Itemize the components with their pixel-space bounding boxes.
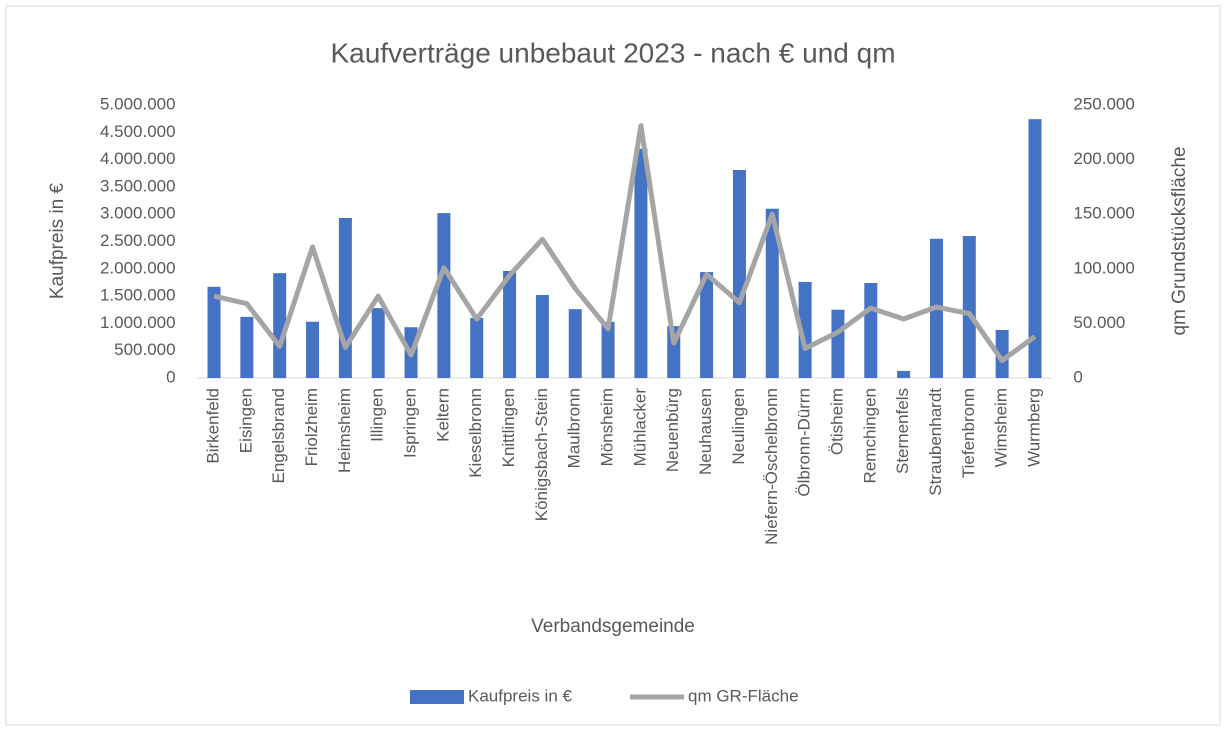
x-tick-label: Wimsheim	[992, 388, 1011, 467]
x-tick-label: Königsbach-Stein	[532, 388, 551, 521]
x-axis-title: Verbandsgemeinde	[531, 616, 695, 637]
legend-swatch	[410, 690, 464, 704]
bar	[798, 281, 812, 378]
y2-axis-title: qm Grundstücksfläche	[1169, 146, 1190, 335]
y-tick-label: 1.500.000	[100, 286, 176, 305]
x-tick-label: Neuhausen	[696, 388, 715, 475]
y-tick-label: 5.000.000	[100, 94, 176, 113]
y-tick-label: 0	[166, 367, 175, 386]
bar	[995, 329, 1009, 378]
bar	[601, 321, 615, 378]
chart-title: Kaufverträge unbebaut 2023 - nach € und …	[330, 37, 895, 68]
line-series	[213, 123, 1037, 364]
x-tick-label: Mönsheim	[598, 388, 617, 466]
bar	[732, 169, 746, 378]
x-tick-label: Mühlacker	[630, 388, 649, 467]
x-tick-label: Maulbronn	[565, 388, 584, 468]
y-axis-title: Kaufpreis in €	[47, 182, 68, 299]
bar	[535, 295, 549, 378]
y2-tick-label: 250.000	[1073, 94, 1134, 113]
bar	[306, 321, 320, 378]
x-tick-label: Neulingen	[729, 388, 748, 465]
x-tick-label: Remchingen	[860, 388, 879, 483]
x-tick-label: Ötisheim	[827, 388, 846, 455]
y-tick-label: 500.000	[114, 340, 175, 359]
bar	[897, 370, 911, 378]
bar	[568, 309, 582, 378]
bar	[338, 218, 352, 378]
x-tick-label: Neuenbürg	[663, 388, 682, 472]
y2-tick-label: 100.000	[1073, 258, 1134, 277]
x-tick-label: Sternenfels	[893, 388, 912, 474]
bar	[207, 286, 221, 378]
y2-tick-label: 150.000	[1073, 204, 1134, 223]
bar	[831, 309, 845, 378]
bar	[470, 317, 484, 378]
x-tick-label: Illingen	[368, 388, 387, 442]
x-tick-label: Ispringen	[401, 388, 420, 458]
y-tick-label: 3.000.000	[100, 204, 176, 223]
y-tick-label: 4.500.000	[100, 122, 176, 141]
bar	[1028, 119, 1042, 379]
x-tick-label: Straubenhardt	[926, 388, 945, 496]
bar	[962, 236, 976, 378]
y-tick-label: 2.000.000	[100, 258, 176, 277]
x-tick-label: Knittlingen	[499, 388, 518, 467]
legend-label: Kaufpreis in €	[468, 686, 572, 705]
x-tick-label: Friolzheim	[302, 388, 321, 466]
y-tick-label: 1.000.000	[100, 313, 176, 332]
y2-tick-label: 50.000	[1073, 313, 1125, 332]
x-tick-label: Engelsbrand	[269, 388, 288, 483]
x-tick-label: Tiefenbronn	[959, 388, 978, 478]
x-tick-label: Kieselbronn	[466, 388, 485, 478]
bar	[503, 270, 517, 378]
bar	[273, 273, 287, 378]
bar	[864, 282, 878, 378]
bar	[371, 308, 385, 378]
bar	[700, 272, 714, 378]
y-tick-label: 2.500.000	[100, 231, 176, 250]
y-tick-label: 4.000.000	[100, 149, 176, 168]
x-tick-label: Ölbronn-Dürrn	[795, 388, 814, 497]
bar	[634, 148, 648, 378]
x-tick-label: Keltern	[433, 388, 452, 442]
x-tick-label: Wurmberg	[1024, 388, 1043, 467]
y2-tick-label: 0	[1073, 367, 1082, 386]
y-tick-label: 3.500.000	[100, 176, 176, 195]
x-tick-label: Niefern-Öschelbronn	[762, 388, 781, 545]
x-tick-label: Heimsheim	[335, 388, 354, 473]
y2-tick-label: 200.000	[1073, 149, 1134, 168]
legend-label: qm GR-Fläche	[688, 686, 799, 705]
bar	[765, 208, 779, 378]
bar	[437, 213, 451, 378]
x-tick-label: Birkenfeld	[204, 388, 223, 464]
bar	[240, 316, 254, 378]
x-tick-label: Eisingen	[236, 388, 255, 453]
